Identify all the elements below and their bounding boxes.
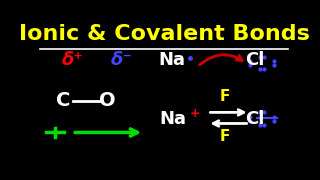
Text: Ionic & Covalent Bonds: Ionic & Covalent Bonds	[19, 24, 309, 44]
Text: F: F	[220, 129, 230, 144]
Text: Na: Na	[159, 110, 186, 128]
Text: δ⁺: δ⁺	[61, 51, 83, 69]
Text: Na: Na	[158, 51, 185, 69]
FancyArrowPatch shape	[200, 55, 242, 65]
Text: F: F	[220, 89, 230, 104]
Text: δ⁻: δ⁻	[111, 51, 133, 69]
Text: Cl: Cl	[245, 51, 264, 69]
Text: C: C	[56, 91, 71, 110]
Text: Cl: Cl	[245, 110, 264, 128]
Text: +: +	[190, 107, 200, 120]
Text: O: O	[99, 91, 115, 110]
